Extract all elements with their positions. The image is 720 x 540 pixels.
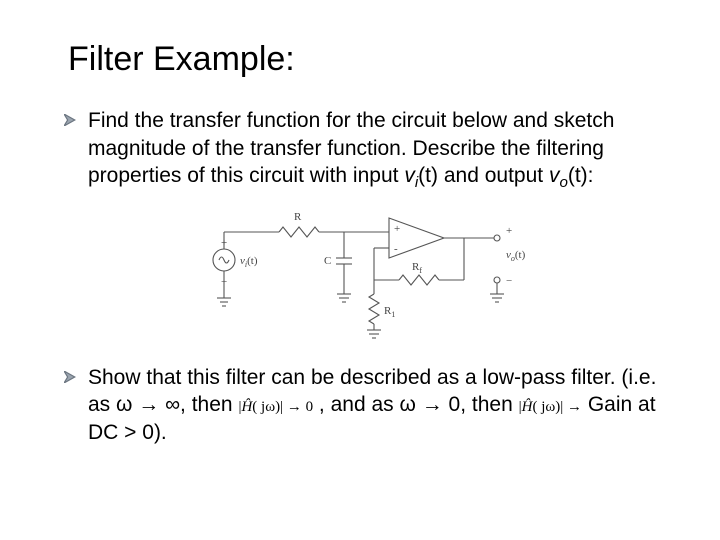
terminal-icon [494, 235, 500, 241]
arg: (t) [418, 164, 438, 187]
chevron-right-icon [64, 114, 76, 126]
label-r: R [294, 211, 302, 223]
bullet-2-text: Show that this filter can be described a… [88, 366, 656, 444]
label-rf: Rf [412, 261, 422, 275]
resistor-icon [399, 275, 439, 285]
label-vi: vi(t) [240, 255, 258, 269]
plus-icon: + [506, 225, 512, 237]
chevron-right-icon [64, 371, 76, 383]
math-h1: |Ĥ( jω)| → 0 [238, 399, 313, 415]
bullet-2: Show that this filter can be described a… [60, 364, 660, 447]
bullet-list: Find the transfer function for the circu… [60, 107, 660, 447]
sub: o [559, 175, 567, 192]
bullet-1-text: Find the transfer function for the circu… [88, 109, 614, 187]
slide-title: Filter Example: [68, 40, 660, 79]
text: and output [438, 164, 549, 187]
opamp-plus-icon: + [394, 223, 400, 235]
resistor-icon [279, 227, 319, 237]
terminal-icon [494, 277, 500, 283]
label-vo: vo(t) [506, 249, 526, 263]
label-c: C [324, 255, 331, 267]
circuit-diagram: vi(t) + − R [88, 202, 660, 342]
arg: (t): [568, 164, 594, 187]
circuit-svg: vi(t) + − R [194, 202, 554, 342]
math-h2: |Ĥ( jω)| → [519, 399, 582, 415]
label-r1: R1 [384, 305, 395, 319]
bullet-1: Find the transfer function for the circu… [60, 107, 660, 342]
var-vo: v [549, 164, 560, 187]
resistor-icon [369, 294, 379, 324]
var-vi: v [404, 164, 415, 187]
text: , and as ω → 0, then [313, 393, 519, 416]
minus-icon: − [506, 275, 512, 287]
opamp-minus-icon: - [394, 243, 398, 255]
plus-icon: + [221, 237, 227, 249]
minus-icon: − [221, 276, 227, 288]
slide: Filter Example: Find the transfer functi… [0, 0, 720, 540]
